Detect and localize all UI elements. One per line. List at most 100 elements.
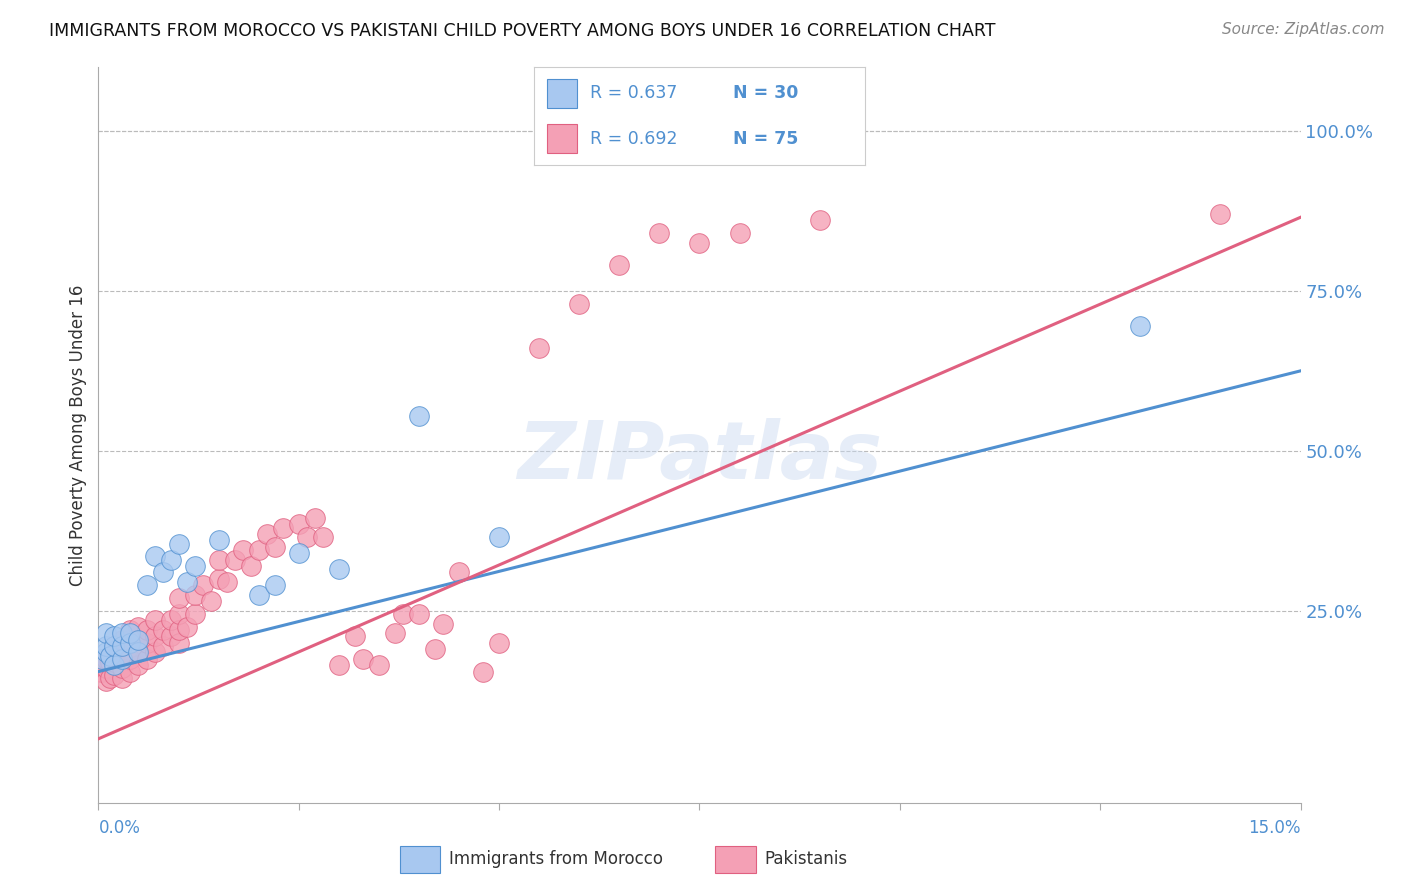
Point: [120, 665, 142, 679]
Point: [609, 258, 631, 272]
Point: [328, 562, 350, 576]
Point: [352, 652, 374, 666]
Point: [288, 546, 311, 560]
Point: [312, 530, 335, 544]
Point: [111, 639, 134, 653]
Point: [176, 575, 198, 590]
Text: ZIPatlas: ZIPatlas: [517, 418, 882, 496]
Point: [648, 227, 671, 241]
Point: [247, 588, 270, 602]
Point: [488, 636, 510, 650]
Point: [96, 674, 118, 689]
Point: [143, 645, 166, 659]
Point: [167, 536, 190, 550]
Point: [111, 652, 134, 666]
Text: N = 30: N = 30: [733, 85, 797, 103]
Bar: [547, 124, 578, 153]
Point: [239, 559, 262, 574]
Point: [135, 578, 157, 592]
Point: [368, 658, 391, 673]
Point: [263, 540, 285, 554]
Point: [159, 614, 181, 628]
Point: [111, 626, 134, 640]
Point: [423, 642, 446, 657]
Bar: [547, 78, 578, 108]
Point: [232, 543, 254, 558]
Point: [208, 533, 231, 548]
Point: [191, 578, 214, 592]
Point: [152, 566, 174, 580]
Point: [128, 645, 150, 659]
Point: [128, 632, 150, 647]
Point: [120, 623, 142, 637]
Point: [96, 626, 118, 640]
Point: [143, 629, 166, 643]
Point: [432, 616, 454, 631]
Point: [91, 652, 114, 666]
Point: [183, 607, 205, 621]
Point: [135, 636, 157, 650]
Point: [128, 632, 150, 647]
Text: 0.0%: 0.0%: [98, 819, 141, 837]
Text: 15.0%: 15.0%: [1249, 819, 1301, 837]
Point: [183, 559, 205, 574]
Text: Immigrants from Morocco: Immigrants from Morocco: [450, 849, 664, 868]
Point: [271, 521, 294, 535]
Point: [167, 623, 190, 637]
Point: [120, 652, 142, 666]
Point: [159, 552, 181, 566]
Point: [128, 658, 150, 673]
Point: [159, 629, 181, 643]
Point: [208, 552, 231, 566]
Point: [111, 671, 134, 685]
Point: [111, 661, 134, 675]
Point: [176, 620, 198, 634]
Point: [103, 658, 125, 673]
Point: [103, 639, 125, 653]
Point: [143, 549, 166, 564]
Point: [111, 632, 134, 647]
Point: [128, 645, 150, 659]
Point: [343, 629, 366, 643]
Point: [529, 342, 551, 356]
Point: [295, 530, 318, 544]
Point: [90, 665, 112, 679]
Bar: [399, 847, 440, 873]
Point: [100, 671, 122, 685]
Point: [689, 235, 711, 250]
Point: [120, 626, 142, 640]
Point: [1129, 319, 1152, 334]
Point: [96, 652, 118, 666]
Point: [288, 517, 311, 532]
Point: [728, 227, 751, 241]
Point: [128, 620, 150, 634]
Text: Pakistanis: Pakistanis: [765, 849, 848, 868]
Point: [167, 591, 190, 605]
Point: [1209, 207, 1232, 221]
Text: N = 75: N = 75: [733, 129, 797, 147]
Point: [100, 648, 122, 663]
Point: [247, 543, 270, 558]
Point: [103, 629, 125, 643]
Point: [103, 655, 125, 669]
Text: Source: ZipAtlas.com: Source: ZipAtlas.com: [1222, 22, 1385, 37]
Y-axis label: Child Poverty Among Boys Under 16: Child Poverty Among Boys Under 16: [69, 285, 87, 585]
Point: [167, 636, 190, 650]
Bar: [716, 847, 755, 873]
Point: [135, 623, 157, 637]
Point: [568, 296, 591, 310]
Point: [263, 578, 285, 592]
Point: [103, 639, 125, 653]
Point: [224, 552, 246, 566]
Point: [91, 665, 114, 679]
Point: [215, 575, 238, 590]
Point: [152, 639, 174, 653]
Point: [96, 661, 118, 675]
Point: [135, 652, 157, 666]
Point: [100, 655, 122, 669]
Point: [328, 658, 350, 673]
Point: [143, 614, 166, 628]
Point: [384, 626, 406, 640]
Point: [208, 572, 231, 586]
Point: [167, 607, 190, 621]
